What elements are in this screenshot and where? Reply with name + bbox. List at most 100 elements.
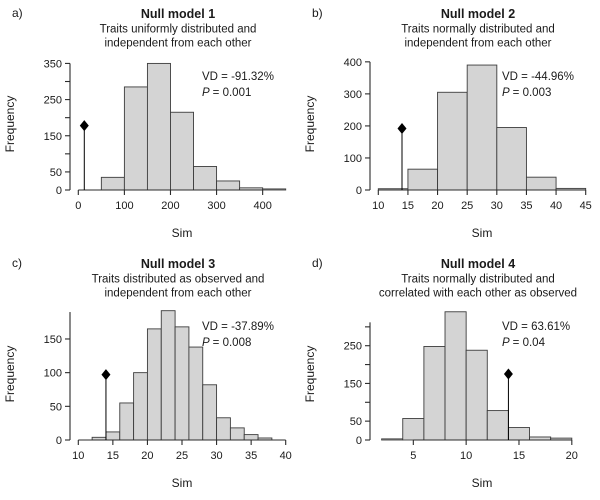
x-tick-label: 300 <box>207 200 225 212</box>
x-tick-label: 40 <box>280 450 292 462</box>
y-axis-title: Frequency <box>303 96 317 153</box>
panel-subtitle-line: Traits distributed as observed and <box>92 274 265 286</box>
x-tick-label: 35 <box>520 200 532 212</box>
histogram-bar <box>146 328 162 441</box>
p-value-text: = 0.003 <box>513 87 552 99</box>
y-tick-label: 0 <box>56 435 62 447</box>
y-tick-label: 150 <box>44 334 62 346</box>
histogram-bar <box>407 168 439 191</box>
x-tick-label: 25 <box>176 450 188 462</box>
y-tick-label: 250 <box>44 95 62 107</box>
histogram-bar <box>100 176 125 191</box>
histogram-bar <box>496 127 527 191</box>
p-symbol: P <box>502 87 510 99</box>
x-tick-label: 10 <box>460 450 472 462</box>
histogram-bar <box>174 326 190 441</box>
vd-annotation: VD = -91.32% <box>202 71 274 83</box>
x-axis-title: Sim <box>172 476 193 490</box>
histogram-bar <box>423 346 446 441</box>
observed-diamond-icon <box>101 369 111 381</box>
y-tick-label: 200 <box>344 121 362 133</box>
panel-title: Null model 2 <box>441 7 515 21</box>
observed-diamond-icon <box>503 368 513 380</box>
histogram-bar <box>146 62 171 191</box>
p-symbol: P <box>202 87 210 99</box>
histogram-bar <box>133 372 148 441</box>
histogram-bar <box>466 64 498 191</box>
panel-null-model-3: 0 50 100 150 10 15 20 25 30 35 40 c) Null model 3 Tra… <box>3 256 292 490</box>
histogram-bar <box>262 188 287 191</box>
x-tick-label: 30 <box>491 200 503 212</box>
panel-letter: c) <box>12 256 22 270</box>
y-axis-title: Frequency <box>3 96 17 153</box>
x-tick-label: 40 <box>550 200 562 212</box>
x-tick-label: 5 <box>410 450 416 462</box>
x-axis-title: Sim <box>472 476 493 490</box>
y-tick-label: 0 <box>356 185 362 197</box>
histogram-bar <box>105 431 121 441</box>
p-value-text: = 0.001 <box>213 87 252 99</box>
x-tick-label: 15 <box>402 200 414 212</box>
y-tick-label: 350 <box>44 58 62 70</box>
panel-subtitle-line: Traits normally distributed and <box>401 274 555 286</box>
panel-subtitle-line: independent from each other <box>104 38 251 50</box>
p-value-annotation: P = 0.001 <box>202 87 251 99</box>
p-symbol: P <box>202 337 210 349</box>
p-value-annotation: P = 0.003 <box>502 87 551 99</box>
y-tick-label: 0 <box>356 435 362 447</box>
y-tick-label: 50 <box>50 167 62 179</box>
x-tick-label: 10 <box>72 450 84 462</box>
histogram-bar <box>216 180 241 191</box>
histogram-bar <box>525 176 557 191</box>
y-tick-label: 50 <box>350 416 362 428</box>
histogram-bar <box>243 434 259 441</box>
histogram-bar <box>188 346 204 441</box>
histogram-bar <box>119 402 135 441</box>
x-tick-label: 400 <box>253 200 271 212</box>
y-tick-label: 100 <box>344 153 362 165</box>
histogram-bar <box>229 427 245 441</box>
histogram-bar <box>381 438 404 441</box>
y-tick-label: 50 <box>50 401 62 413</box>
histogram-bar <box>486 410 509 441</box>
x-axis-title: Sim <box>472 226 493 240</box>
y-tick-label: 150 <box>344 378 362 390</box>
panel-letter: a) <box>12 6 23 20</box>
vd-annotation: VD = -44.96% <box>502 71 574 83</box>
x-axis-title: Sim <box>172 226 193 240</box>
p-value-text: = 0.04 <box>513 337 546 349</box>
panel-null-model-4: 0 50 150 250 5 10 15 20 d) Null model 4 Traits nor… <box>303 256 578 490</box>
x-tick-label: 45 <box>580 200 592 212</box>
panel-subtitle-line: correlated with each other as observed <box>379 288 577 300</box>
y-tick-label: 100 <box>44 368 62 380</box>
panel-letter: d) <box>312 256 323 270</box>
histogram-bar <box>437 91 468 191</box>
panel-null-model-1: 0 50 150 250 350 0 100 200 300 400 a) Null model 1 T… <box>3 6 287 240</box>
y-axis-title: Frequency <box>303 346 317 403</box>
p-value-annotation: P = 0.008 <box>202 337 251 349</box>
histogram-bar <box>160 310 176 441</box>
y-tick-label: 150 <box>44 131 62 143</box>
panel-title: Null model 1 <box>141 7 215 21</box>
x-tick-label: 20 <box>566 450 578 462</box>
observed-diamond-icon <box>397 122 407 134</box>
y-tick-label: 250 <box>344 341 362 353</box>
x-tick-label: 30 <box>210 450 222 462</box>
panel-title: Null model 3 <box>141 257 215 271</box>
panel-null-model-2: 0 100 200 300 400 10 15 20 25 30 35 40 45 b) Null mode… <box>303 6 592 240</box>
x-tick-label: 0 <box>75 200 81 212</box>
x-tick-label: 25 <box>461 200 473 212</box>
panel-subtitle-line: independent from each other <box>104 288 251 300</box>
p-value-text: = 0.008 <box>213 337 252 349</box>
histogram-bar <box>465 349 488 441</box>
panel-title: Null model 4 <box>441 257 515 271</box>
panel-subtitle-line: Traits normally distributed and <box>401 24 555 36</box>
histogram-bar <box>202 384 218 441</box>
p-value-annotation: P = 0.04 <box>502 337 546 349</box>
histogram-bar <box>444 311 467 441</box>
vd-annotation: VD = 63.61% <box>502 321 570 333</box>
x-tick-label: 15 <box>513 450 525 462</box>
y-tick-label: 300 <box>344 89 362 101</box>
y-axis-title: Frequency <box>3 346 17 403</box>
